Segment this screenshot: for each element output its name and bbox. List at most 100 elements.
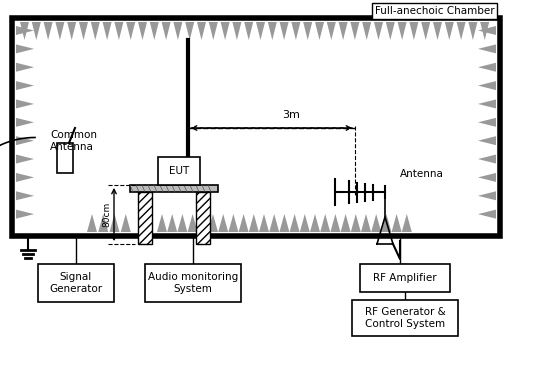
Text: Signal
Generator: Signal Generator	[49, 272, 102, 294]
Polygon shape	[374, 22, 383, 40]
Polygon shape	[16, 155, 34, 163]
Polygon shape	[157, 214, 167, 232]
Bar	[352, 300, 458, 336]
Bar	[12, 18, 500, 236]
Polygon shape	[20, 22, 29, 40]
Polygon shape	[16, 26, 34, 35]
Polygon shape	[371, 214, 381, 232]
Polygon shape	[16, 136, 34, 145]
Polygon shape	[478, 118, 496, 127]
Polygon shape	[162, 22, 171, 40]
Polygon shape	[320, 214, 330, 232]
Polygon shape	[351, 214, 361, 232]
Polygon shape	[409, 22, 418, 40]
Polygon shape	[16, 99, 34, 108]
Text: Full-anechoic Chamber: Full-anechoic Chamber	[375, 6, 494, 16]
Polygon shape	[478, 210, 496, 219]
Polygon shape	[32, 22, 41, 40]
Bar	[130, 185, 218, 192]
Polygon shape	[478, 44, 496, 53]
Text: Antenna: Antenna	[400, 169, 444, 179]
Polygon shape	[268, 22, 277, 40]
Polygon shape	[386, 22, 395, 40]
Polygon shape	[279, 214, 290, 232]
Polygon shape	[239, 214, 249, 232]
Polygon shape	[110, 214, 119, 232]
Polygon shape	[55, 22, 64, 40]
Polygon shape	[44, 22, 53, 40]
Polygon shape	[198, 214, 208, 232]
Polygon shape	[478, 26, 496, 35]
Polygon shape	[244, 22, 253, 40]
Polygon shape	[279, 22, 288, 40]
Polygon shape	[174, 22, 183, 40]
Polygon shape	[79, 22, 88, 40]
Polygon shape	[310, 214, 320, 232]
Bar	[196, 192, 210, 244]
Polygon shape	[16, 191, 34, 200]
Polygon shape	[478, 63, 496, 72]
Polygon shape	[102, 22, 111, 40]
Polygon shape	[138, 22, 147, 40]
Polygon shape	[351, 22, 360, 40]
Polygon shape	[208, 214, 218, 232]
Bar	[158, 157, 200, 185]
Polygon shape	[167, 214, 177, 232]
Polygon shape	[185, 22, 194, 40]
Polygon shape	[300, 214, 310, 232]
Polygon shape	[259, 214, 269, 232]
Polygon shape	[398, 22, 407, 40]
Polygon shape	[256, 22, 265, 40]
Polygon shape	[197, 22, 206, 40]
Polygon shape	[478, 81, 496, 90]
Polygon shape	[315, 22, 324, 40]
Polygon shape	[339, 22, 348, 40]
Bar	[138, 192, 152, 244]
Polygon shape	[478, 155, 496, 163]
Polygon shape	[67, 22, 76, 40]
Bar	[57, 143, 73, 173]
Text: Audio monitoring
System: Audio monitoring System	[148, 272, 238, 294]
Polygon shape	[16, 63, 34, 72]
Polygon shape	[456, 22, 465, 40]
Bar	[360, 264, 450, 292]
Polygon shape	[340, 214, 351, 232]
Polygon shape	[391, 214, 402, 232]
Polygon shape	[188, 214, 198, 232]
Polygon shape	[327, 22, 336, 40]
Polygon shape	[421, 22, 430, 40]
Polygon shape	[121, 214, 130, 232]
Text: RF Amplifier: RF Amplifier	[373, 273, 437, 283]
Polygon shape	[232, 22, 241, 40]
Polygon shape	[98, 214, 108, 232]
Bar	[145, 264, 241, 302]
Polygon shape	[468, 22, 477, 40]
Polygon shape	[381, 214, 391, 232]
Polygon shape	[362, 22, 371, 40]
Polygon shape	[478, 173, 496, 182]
Text: EUT: EUT	[169, 166, 189, 176]
Polygon shape	[478, 191, 496, 200]
Text: 3m: 3m	[283, 110, 300, 120]
Polygon shape	[114, 22, 123, 40]
Text: 80cm: 80cm	[102, 202, 111, 227]
Bar	[38, 264, 114, 302]
Polygon shape	[16, 210, 34, 219]
Polygon shape	[228, 214, 239, 232]
Polygon shape	[249, 214, 259, 232]
Polygon shape	[178, 214, 188, 232]
Polygon shape	[16, 81, 34, 90]
Polygon shape	[218, 214, 228, 232]
Polygon shape	[330, 214, 340, 232]
Polygon shape	[221, 22, 230, 40]
Polygon shape	[269, 214, 279, 232]
Polygon shape	[16, 118, 34, 127]
Polygon shape	[303, 22, 312, 40]
Polygon shape	[478, 136, 496, 145]
Polygon shape	[433, 22, 442, 40]
Polygon shape	[16, 173, 34, 182]
Text: RF Generator &
Control System: RF Generator & Control System	[365, 307, 445, 329]
Polygon shape	[91, 22, 100, 40]
Polygon shape	[402, 214, 412, 232]
Polygon shape	[291, 22, 300, 40]
